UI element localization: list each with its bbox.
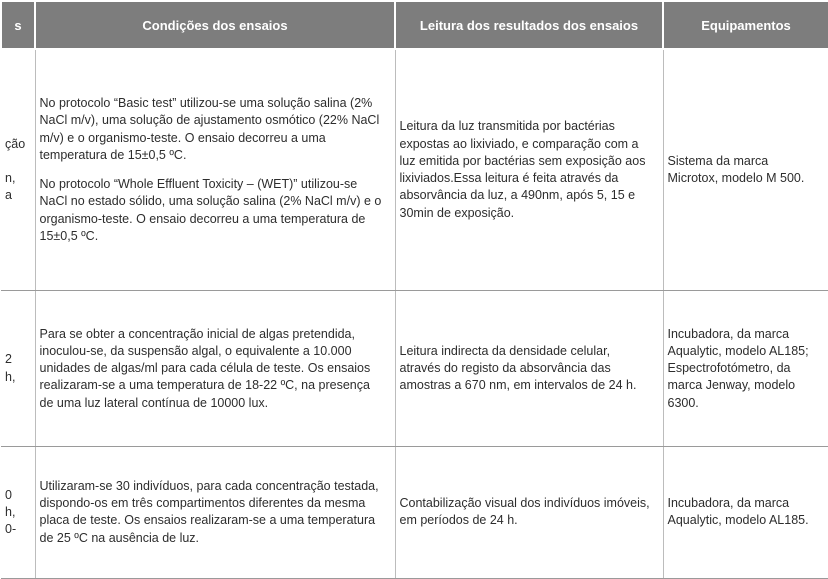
table-row: 0 h, 0- Utilizaram-se 30 indivíduos, par…	[1, 446, 828, 578]
cell-equip: Incubadora, da marca Aqualytic, modelo A…	[663, 291, 828, 446]
paragraph: Utilizaram-se 30 indivíduos, para cada c…	[40, 478, 385, 547]
table-row: 2 h, Para se obter a concentração inicia…	[1, 291, 828, 446]
table-header-row: s Condições dos ensaios Leitura dos resu…	[1, 1, 828, 49]
cell-equip: Sistema da marca Microtox, modelo M 500.	[663, 49, 828, 291]
cell-leitura: Leitura indirecta da densidade celular, …	[395, 291, 663, 446]
cell-col0: 0 h, 0-	[1, 446, 35, 578]
col-header-0: s	[1, 1, 35, 49]
cell-equip: Incubadora, da marca Aqualytic, modelo A…	[663, 446, 828, 578]
cell-leitura: Contabilização visual dos indivíduos imó…	[395, 446, 663, 578]
cell-col0: ção n, a	[1, 49, 35, 291]
cell-leitura: Leitura da luz transmitida por bactérias…	[395, 49, 663, 291]
cell-condicoes: Para se obter a concentração inicial de …	[35, 291, 395, 446]
col-header-equip: Equipamentos	[663, 1, 828, 49]
paragraph: No protocolo “Whole Effluent Toxicity – …	[40, 176, 385, 245]
table-row: ção n, a No protocolo “Basic test” utili…	[1, 49, 828, 291]
cell-condicoes: Utilizaram-se 30 indivíduos, para cada c…	[35, 446, 395, 578]
cell-col0: 2 h,	[1, 291, 35, 446]
cell-condicoes: No protocolo “Basic test” utilizou-se um…	[35, 49, 395, 291]
col-header-condicoes: Condições dos ensaios	[35, 1, 395, 49]
paragraph: Para se obter a concentração inicial de …	[40, 326, 385, 412]
conditions-table: s Condições dos ensaios Leitura dos resu…	[0, 0, 828, 579]
paragraph: No protocolo “Basic test” utilizou-se um…	[40, 95, 385, 164]
col-header-leitura: Leitura dos resultados dos ensaios	[395, 1, 663, 49]
